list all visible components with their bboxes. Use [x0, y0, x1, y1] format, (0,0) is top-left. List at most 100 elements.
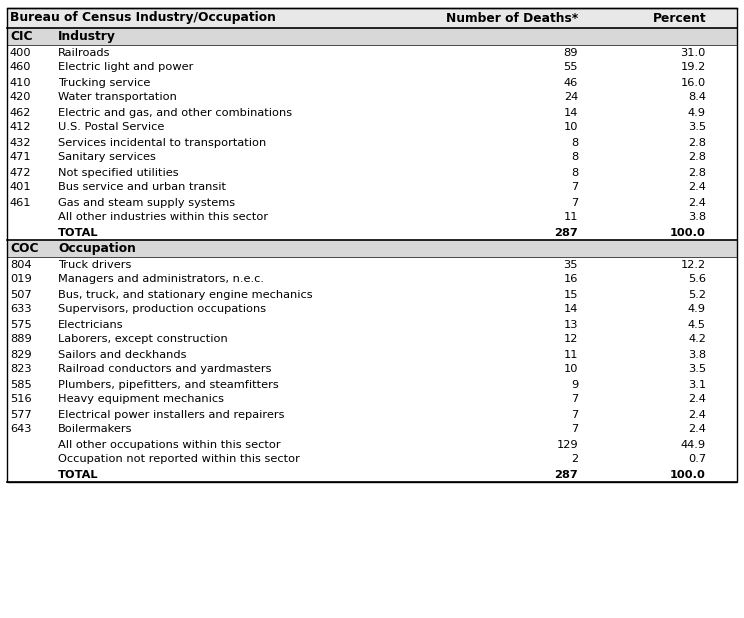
Bar	[7, 392, 737, 407]
Text: 2.4: 2.4	[688, 198, 706, 208]
Text: 2.4: 2.4	[688, 394, 706, 405]
Text: Boilermakers: Boilermakers	[58, 425, 132, 434]
Text: Number of Deaths*: Number of Deaths*	[446, 12, 578, 25]
Bar	[7, 75, 737, 90]
Text: 89: 89	[563, 48, 578, 57]
Text: U.S. Postal Service: U.S. Postal Service	[58, 122, 164, 132]
Text: 100.0: 100.0	[670, 227, 706, 237]
Text: Sanitary services: Sanitary services	[58, 153, 156, 163]
Text: Industry: Industry	[58, 30, 116, 43]
Bar	[7, 240, 737, 257]
Text: Bus, truck, and stationary engine mechanics: Bus, truck, and stationary engine mechan…	[58, 289, 312, 300]
Text: 14: 14	[564, 108, 578, 117]
Text: 287: 287	[554, 227, 578, 237]
Text: 7: 7	[571, 410, 578, 420]
Text: 14: 14	[564, 305, 578, 315]
Bar	[7, 302, 737, 317]
Text: 804: 804	[10, 260, 32, 269]
Text: 11: 11	[563, 350, 578, 360]
Text: 24: 24	[564, 93, 578, 103]
Text: 889: 889	[10, 334, 32, 344]
Text: 2.4: 2.4	[688, 182, 706, 192]
Bar	[7, 332, 737, 347]
Text: Heavy equipment mechanics: Heavy equipment mechanics	[58, 394, 224, 405]
Text: Occupation not reported within this sector: Occupation not reported within this sect…	[58, 454, 300, 465]
Text: Services incidental to transportation: Services incidental to transportation	[58, 137, 266, 148]
Text: 5.2: 5.2	[688, 289, 706, 300]
Text: 2.4: 2.4	[688, 425, 706, 434]
Text: 432: 432	[10, 137, 31, 148]
Bar	[7, 120, 737, 135]
Bar	[7, 60, 737, 75]
Text: 19.2: 19.2	[681, 62, 706, 72]
Text: 7: 7	[571, 182, 578, 192]
Bar	[7, 28, 737, 45]
Text: 2.8: 2.8	[688, 153, 706, 163]
Bar	[7, 90, 737, 105]
Text: 129: 129	[557, 439, 578, 449]
Text: 7: 7	[571, 394, 578, 405]
Bar	[7, 210, 737, 225]
Text: Sailors and deckhands: Sailors and deckhands	[58, 350, 187, 360]
Text: 4.2: 4.2	[688, 334, 706, 344]
Text: Truck drivers: Truck drivers	[58, 260, 132, 269]
Text: 460: 460	[10, 62, 31, 72]
Text: Water transportation: Water transportation	[58, 93, 177, 103]
Text: Percent: Percent	[652, 12, 706, 25]
Text: 019: 019	[10, 274, 32, 284]
Text: 35: 35	[563, 260, 578, 269]
Text: 8: 8	[571, 167, 578, 177]
Text: Managers and administrators, n.e.c.: Managers and administrators, n.e.c.	[58, 274, 264, 284]
Text: 823: 823	[10, 365, 32, 375]
Text: Occupation: Occupation	[58, 242, 136, 255]
Bar	[7, 347, 737, 362]
Text: 2.8: 2.8	[688, 167, 706, 177]
Text: Bureau of Census Industry/Occupation: Bureau of Census Industry/Occupation	[10, 12, 276, 25]
Text: 12: 12	[564, 334, 578, 344]
Text: CIC: CIC	[10, 30, 33, 43]
Bar	[7, 317, 737, 332]
Text: Electric and gas, and other combinations: Electric and gas, and other combinations	[58, 108, 292, 117]
Text: 643: 643	[10, 425, 31, 434]
Text: Gas and steam supply systems: Gas and steam supply systems	[58, 198, 235, 208]
Text: 3.8: 3.8	[688, 350, 706, 360]
Text: Railroads: Railroads	[58, 48, 111, 57]
Text: TOTAL: TOTAL	[58, 470, 98, 480]
Text: Electrical power installers and repairers: Electrical power installers and repairer…	[58, 410, 284, 420]
Text: 507: 507	[10, 289, 32, 300]
Text: Not specified utilities: Not specified utilities	[58, 167, 179, 177]
Text: All other industries within this sector: All other industries within this sector	[58, 213, 268, 222]
Text: All other occupations within this sector: All other occupations within this sector	[58, 439, 280, 449]
Bar	[7, 165, 737, 180]
Bar	[7, 437, 737, 452]
Text: 8: 8	[571, 137, 578, 148]
Text: 829: 829	[10, 350, 32, 360]
Text: 577: 577	[10, 410, 32, 420]
Text: 12.2: 12.2	[681, 260, 706, 269]
Bar	[7, 377, 737, 392]
Text: 0.7: 0.7	[688, 454, 706, 465]
Bar	[7, 195, 737, 210]
Text: Laborers, except construction: Laborers, except construction	[58, 334, 228, 344]
Text: 516: 516	[10, 394, 32, 405]
Text: 3.1: 3.1	[688, 379, 706, 389]
Text: 633: 633	[10, 305, 32, 315]
Text: Electricians: Electricians	[58, 320, 124, 329]
Text: 461: 461	[10, 198, 31, 208]
Text: 100.0: 100.0	[670, 470, 706, 480]
Text: 2.4: 2.4	[688, 410, 706, 420]
Text: 16.0: 16.0	[681, 77, 706, 88]
Text: 10: 10	[563, 122, 578, 132]
Text: 3.5: 3.5	[688, 122, 706, 132]
Text: 15: 15	[563, 289, 578, 300]
Text: 2: 2	[571, 454, 578, 465]
Bar	[7, 225, 737, 240]
Text: 3.8: 3.8	[688, 213, 706, 222]
Text: 410: 410	[10, 77, 32, 88]
Bar	[7, 407, 737, 422]
Text: 11: 11	[563, 213, 578, 222]
Text: 287: 287	[554, 470, 578, 480]
Text: 472: 472	[10, 167, 31, 177]
Text: 3.5: 3.5	[688, 365, 706, 375]
Text: Railroad conductors and yardmasters: Railroad conductors and yardmasters	[58, 365, 272, 375]
